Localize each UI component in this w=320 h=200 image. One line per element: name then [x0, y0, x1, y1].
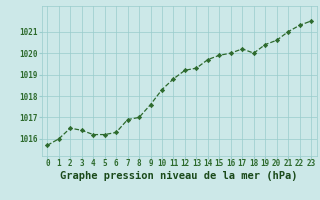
X-axis label: Graphe pression niveau de la mer (hPa): Graphe pression niveau de la mer (hPa) [60, 171, 298, 181]
